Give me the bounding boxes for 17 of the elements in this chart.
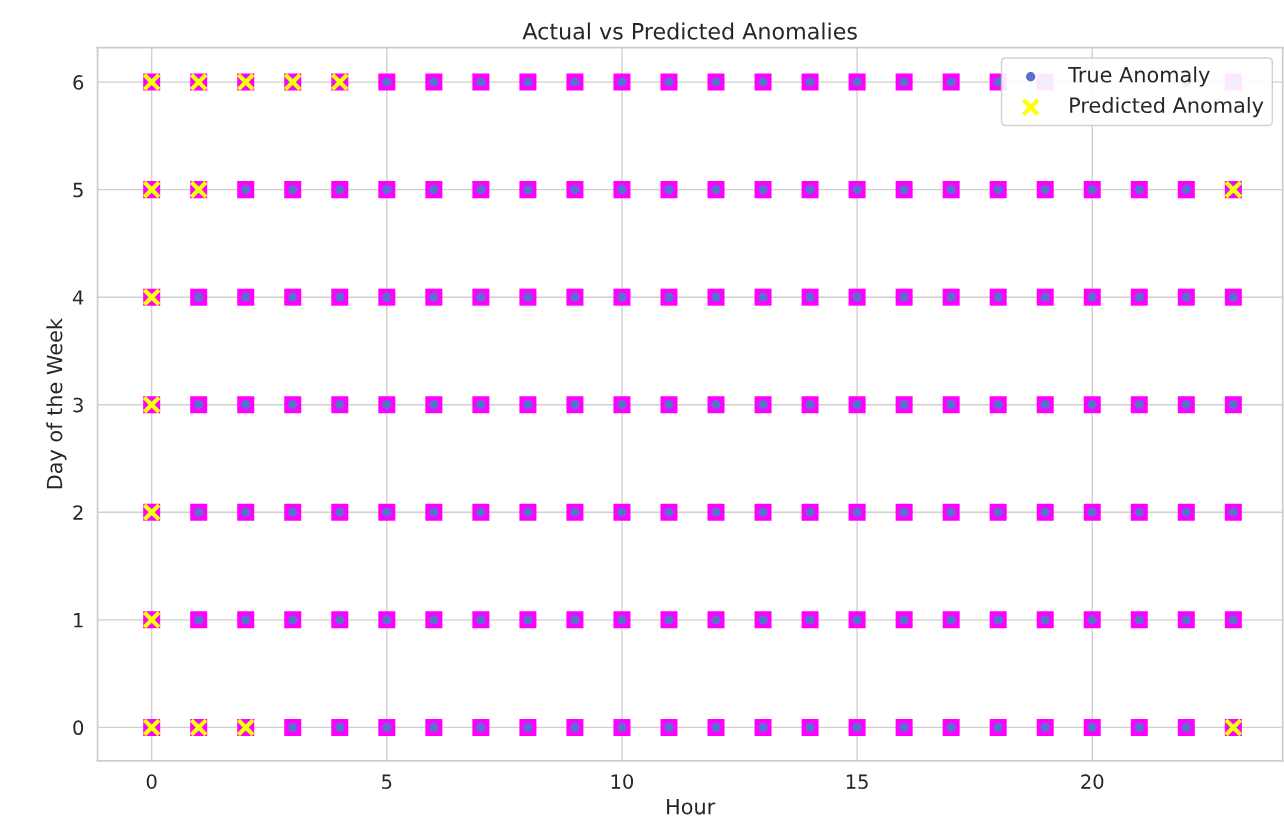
legend-label: True Anomaly [1068, 66, 1210, 87]
x-tick-label: 10 [611, 774, 634, 790]
x-tick-label: 15 [846, 774, 868, 790]
x-tick-label: 20 [1081, 774, 1104, 790]
y-axis-title: Day of the Week [46, 318, 67, 489]
y-tick-label: 0 [73, 720, 84, 736]
x-tick-label: 5 [382, 774, 392, 790]
y-tick-label: 1 [74, 613, 83, 628]
y-tick-label: 2 [73, 505, 83, 520]
x-tick-label: 0 [146, 774, 157, 790]
y-tick-label: 4 [72, 290, 84, 305]
x-axis-title: Hour [667, 798, 716, 815]
y-tick-label: 3 [73, 397, 83, 413]
chart-title: Actual vs Predicted Anomalies [522, 22, 857, 40]
legend-label: Predicted Anomaly [1070, 96, 1264, 118]
y-tick-label: 6 [73, 75, 84, 90]
y-tick-label: 5 [73, 182, 83, 198]
